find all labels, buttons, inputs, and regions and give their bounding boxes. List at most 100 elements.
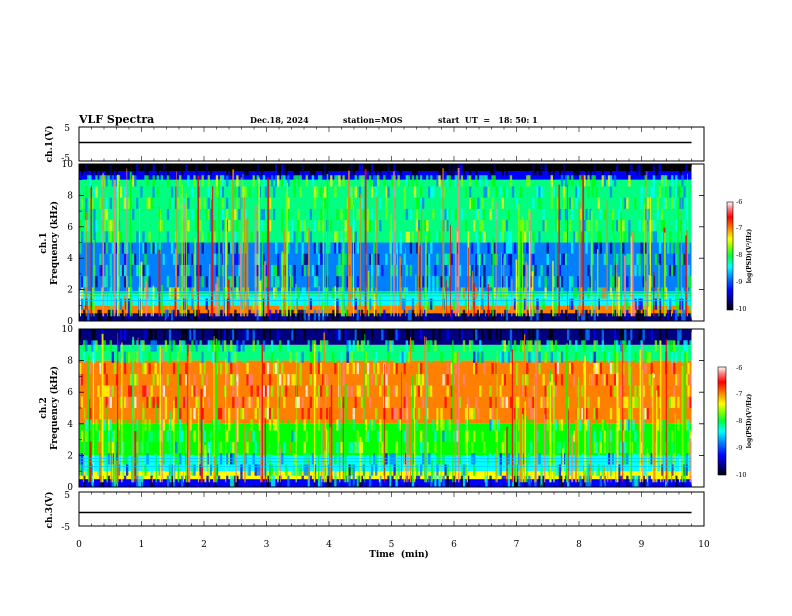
- spectrogram-cell: [195, 340, 198, 352]
- spectrogram-cell: [107, 396, 110, 408]
- spectrogram-cell: [309, 374, 313, 386]
- spectrogram-cell: [154, 362, 157, 375]
- spectrogram-cell: [632, 396, 635, 408]
- spectrogram-cell: [660, 419, 664, 431]
- sferic-streak: [174, 288, 177, 317]
- spectrogram-cell: [550, 186, 553, 198]
- spectrogram-cell: [526, 374, 529, 386]
- sferic-streak: [532, 290, 535, 317]
- spectrogram-cell: [211, 441, 215, 454]
- spectrogram-cell: [356, 208, 360, 221]
- spectrogram-cell: [638, 309, 641, 321]
- spectrogram-cell: [272, 362, 276, 375]
- spectrogram-cell: [138, 419, 141, 431]
- spectrogram-cell: [340, 208, 343, 221]
- spectrogram-cell: [142, 430, 145, 442]
- spectrogram-cell: [438, 419, 441, 431]
- spectrogram-cell: [234, 385, 237, 397]
- spectrogram-padding: [691, 164, 704, 321]
- spectrogram-cell: [152, 253, 155, 265]
- spectrogram-cell: [548, 276, 551, 288]
- spectrogram-cell: [348, 464, 351, 476]
- spectrogram-cell: [591, 385, 594, 397]
- spectrogram-cell: [319, 175, 323, 187]
- sferic-streak: [549, 381, 551, 483]
- spectrogram-cell: [407, 309, 411, 321]
- spectrogram-cell: [409, 242, 413, 254]
- spectrogram-cell: [664, 242, 668, 254]
- spectrogram-cell: [650, 362, 654, 375]
- spectrogram-cell: [356, 309, 360, 321]
- spectrogram-cell: [538, 231, 541, 243]
- spectrogram-cell: [368, 253, 372, 265]
- spectrogram-cell: [234, 351, 237, 363]
- spectrogram-cell: [660, 220, 664, 232]
- sferic-streak: [486, 370, 488, 483]
- spectrogram-cell: [650, 329, 654, 341]
- spectrogram-cell: [368, 329, 372, 341]
- spectrogram-cell: [611, 329, 615, 341]
- spectrogram-cell: [364, 419, 368, 431]
- spectrogram-cell: [618, 208, 621, 221]
- sferic-streak: [179, 187, 181, 317]
- spectrogram-cell: [593, 329, 596, 341]
- spectrogram-cell: [589, 164, 592, 176]
- spectrogram-cell: [505, 186, 509, 198]
- spectrogram-cell: [515, 186, 519, 198]
- spectrogram-cell: [246, 441, 249, 454]
- spectrogram-cell: [562, 408, 566, 420]
- spectrogram-cell: [193, 208, 196, 221]
- spectrogram-cell: [562, 253, 566, 265]
- spectrogram-cell: [370, 374, 374, 386]
- spectrogram-cell: [81, 164, 84, 176]
- spectrogram-cell: [509, 264, 513, 277]
- spectrogram-cell: [509, 362, 513, 375]
- sferic-streak: [466, 403, 468, 483]
- spectrogram-cell: [405, 340, 409, 352]
- spectrogram-cell: [538, 186, 541, 198]
- spectrogram-cell: [532, 164, 535, 176]
- sferic-streak: [158, 249, 161, 317]
- sferic-streak: [367, 270, 370, 317]
- spectrogram-cell: [393, 408, 396, 420]
- sferic-streak: [670, 455, 672, 483]
- spectrogram-cell: [136, 264, 139, 277]
- spectrogram-cell: [215, 186, 219, 198]
- sferic-streak: [102, 173, 104, 317]
- spectrogram-cell: [313, 197, 317, 209]
- spectrogram-cell: [411, 231, 415, 243]
- spectrogram-cell: [505, 329, 509, 341]
- spectrogram-cell: [299, 374, 302, 386]
- spectrogram-cell: [464, 220, 468, 232]
- sferic-streak: [208, 445, 210, 483]
- spectrogram-cell: [366, 340, 370, 352]
- spectrogram-cell: [375, 186, 378, 198]
- spectrogram-cell: [395, 329, 398, 341]
- spectrogram-cell: [317, 220, 321, 232]
- spectrogram-cell: [660, 186, 664, 198]
- spectrogram-cell: [687, 396, 690, 408]
- ch3-waveform-xticks: [78, 492, 705, 526]
- spectrogram-cell: [291, 464, 294, 476]
- spectrogram-cell: [397, 419, 400, 431]
- spectrogram-cell: [569, 340, 572, 352]
- spectrogram-cell: [652, 186, 656, 198]
- sferic-streak: [107, 288, 108, 317]
- spectrogram-cell: [142, 264, 145, 277]
- spectrogram-cell: [426, 340, 429, 352]
- spectrogram-cell: [589, 351, 592, 363]
- spectrogram-cell: [258, 208, 262, 221]
- spectrogram-cell: [338, 329, 341, 341]
- spectrogram-cell: [501, 253, 504, 265]
- spectrogram-cell: [450, 164, 453, 176]
- spectrogram-cell: [303, 309, 306, 321]
- spectrogram-cell: [356, 385, 360, 397]
- sferic-streak: [587, 426, 589, 483]
- sferic-streak: [183, 444, 185, 483]
- spectrogram-cell: [293, 264, 296, 277]
- spectrogram-cell: [446, 374, 449, 386]
- spectrogram-cell: [360, 253, 364, 265]
- spectrogram-cell: [370, 441, 374, 454]
- spectrogram-cell: [305, 385, 308, 397]
